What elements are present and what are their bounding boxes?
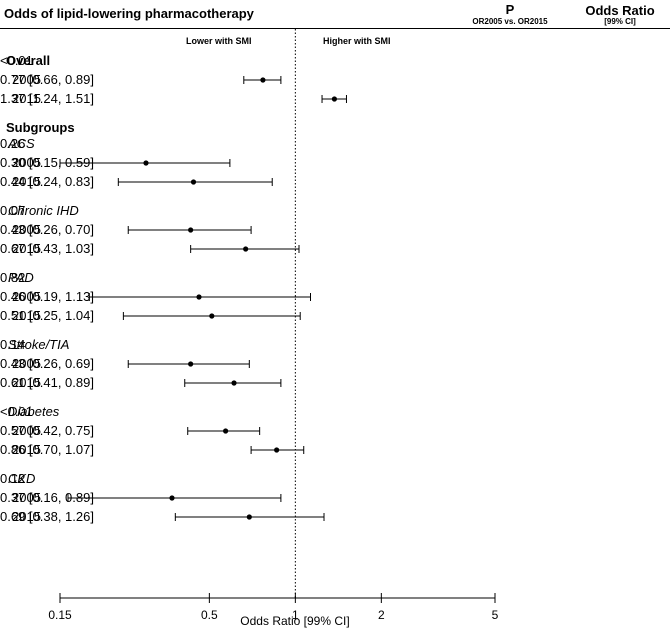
section-label: PAD: [8, 270, 34, 285]
section-label: Diabetes: [8, 404, 60, 419]
section-label: Subgroups: [6, 120, 75, 135]
point-estimate: [196, 294, 202, 300]
x-tick-label: 0.15: [48, 608, 72, 622]
section-label: Stroke/TIA: [8, 337, 70, 352]
p-column-subheader: OR2005 vs. OR2015: [472, 17, 548, 26]
row-year-label: 2005: [12, 356, 41, 371]
or-ci-text: 0.61 [0.41, 0.89]: [0, 375, 94, 390]
row-year-label: 2015: [12, 442, 41, 457]
p-value: 0.14: [0, 337, 26, 352]
p-value: <0.01: [0, 404, 33, 419]
or-ci-text: 0.43 [0.26, 0.70]: [0, 222, 94, 237]
section-label: Chronic IHD: [8, 203, 79, 218]
row-year-label: 2005: [12, 222, 41, 237]
x-tick-label: 5: [492, 608, 499, 622]
row-year-label: 2005: [12, 423, 41, 438]
point-estimate: [274, 447, 280, 453]
row-year-label: 2015: [12, 174, 41, 189]
row-year-label: 2005: [12, 490, 41, 505]
row-year-label: 2005: [12, 289, 41, 304]
row-year-label: 2015: [12, 91, 41, 106]
point-estimate: [231, 380, 237, 386]
or-ci-text: 0.30 [0.15, 0.59]: [0, 155, 94, 170]
point-estimate: [143, 160, 149, 166]
p-value: <0.01: [0, 53, 33, 68]
point-estimate: [188, 227, 194, 233]
or-ci-text: 0.77 [0.66, 0.89]: [0, 72, 94, 87]
or-ci-text: 0.46 [0.19, 1.13]: [0, 289, 94, 304]
point-estimate: [188, 361, 194, 367]
section-label: Overall: [6, 53, 51, 68]
or-column-header: Odds Ratio: [585, 3, 655, 18]
or-ci-text: 0.37 [0.16, 0.89]: [0, 490, 94, 505]
point-estimate: [243, 246, 249, 252]
x-tick-label: 2: [378, 608, 385, 622]
or-ci-text: 0.43 [0.26, 0.69]: [0, 356, 94, 371]
point-estimate: [190, 179, 197, 185]
point-estimate: [169, 495, 175, 501]
p-value: 0.12: [0, 471, 26, 486]
x-tick-label: 1: [292, 608, 299, 622]
or-ci-text: 0.67 [0.43, 1.03]: [0, 241, 94, 256]
p-column-header: P: [505, 2, 515, 17]
lower-with-smi-label: Lower with SMI: [186, 36, 252, 46]
or-ci-text: 0.51 [0.25, 1.04]: [0, 308, 94, 323]
section-label: ACS: [8, 136, 35, 151]
row-year-label: 2005: [12, 72, 41, 87]
or-column-subheader: [99% CI]: [604, 17, 636, 26]
higher-with-smi-label: Higher with SMI: [323, 36, 391, 46]
x-axis-label: Odds Ratio [99% CI]: [240, 614, 350, 628]
p-value: 0.82: [0, 270, 26, 285]
chart-title: Odds of lipid-lowering pharmacotherapy: [4, 6, 254, 21]
row-year-label: 2015: [12, 308, 41, 323]
point-estimate: [223, 428, 229, 434]
or-ci-text: 0.69 [0.38, 1.26]: [0, 509, 94, 524]
section-label: CKD: [8, 471, 36, 486]
p-value: 0.07: [0, 203, 26, 218]
row-year-label: 2015: [12, 241, 41, 256]
row-year-label: 2015: [12, 509, 41, 524]
row-year-label: 2005: [12, 155, 41, 170]
row-year-label: 2015: [12, 375, 41, 390]
point-estimate: [209, 313, 215, 319]
point-estimate: [246, 514, 252, 520]
or-ci-text: 1.37 [1.24, 1.51]: [0, 91, 94, 106]
x-tick-label: 0.5: [201, 608, 218, 622]
or-ci-text: 0.86 [0.70, 1.07]: [0, 442, 94, 457]
header-rule: [0, 28, 670, 29]
point-estimate: [331, 96, 337, 102]
p-value: 0.26: [0, 136, 26, 151]
or-ci-text: 0.44 [0.24, 0.83]: [0, 174, 94, 189]
or-ci-text: 0.57 [0.42, 0.75]: [0, 423, 94, 438]
point-estimate: [260, 77, 266, 83]
